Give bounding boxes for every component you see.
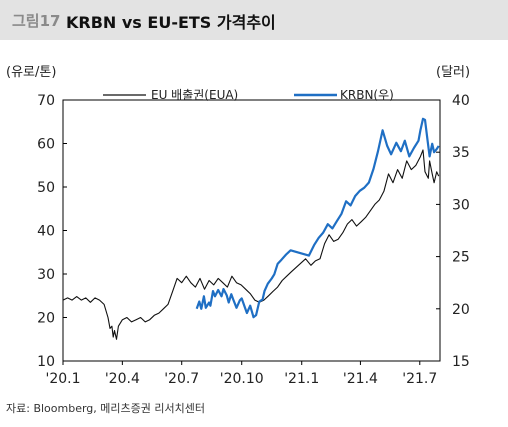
plot-area-frame	[62, 99, 441, 362]
right-axis-tick-label: 35	[452, 145, 470, 161]
legend-label-eua: EU 배출권(EUA)	[151, 88, 238, 102]
right-axis-tick-label: 15	[452, 354, 470, 370]
x-axis-tick-label: '21.7	[402, 371, 437, 387]
left-axis-tick-label: 30	[37, 267, 55, 283]
left-axis-tick-label: 70	[37, 93, 55, 109]
x-axis-tick-label: '20.7	[164, 371, 199, 387]
figure-header: 그림17 KRBN vs EU-ETS 가격추이	[0, 0, 508, 40]
x-axis-tick-label: '20.1	[45, 371, 80, 387]
x-axis-tick-label: '20.4	[105, 371, 140, 387]
right-axis-tick-label: 30	[452, 197, 470, 213]
x-axis-tick-label: '21.4	[343, 371, 378, 387]
right-axis-tick-label: 40	[452, 93, 470, 109]
x-axis-tick-label: '20.10	[220, 371, 264, 387]
left-axis-tick-label: 20	[37, 311, 55, 327]
left-axis-label: (유로/톤)	[6, 65, 56, 80]
right-axis-tick-label: 25	[452, 250, 470, 266]
left-axis-tick-label: 50	[37, 180, 55, 196]
left-axis-tick-label: 10	[37, 354, 55, 370]
legend: EU 배출권(EUA) KRBN(우)	[103, 88, 394, 102]
source-note: 자료: Bloomberg, 메리츠증권 리서치센터	[6, 402, 205, 415]
right-axis-tick-label: 20	[452, 302, 470, 318]
series-line-krbn	[195, 117, 440, 319]
figure-title: KRBN vs EU-ETS 가격추이	[66, 13, 276, 32]
left-axis-tick-label: 60	[37, 137, 55, 153]
left-axis-tick-label: 40	[37, 224, 55, 240]
series-line-eua	[62, 149, 440, 340]
line-chart: (유로/톤) (달러) EU 배출권(EUA) KRBN(우) 10 20 30 40…	[6, 65, 470, 387]
right-axis-label: (달러)	[436, 65, 470, 80]
figure-number: 그림17	[12, 12, 61, 30]
x-axis-tick-label: '21.1	[284, 371, 319, 387]
legend-label-krbn: KRBN(우)	[340, 88, 394, 102]
